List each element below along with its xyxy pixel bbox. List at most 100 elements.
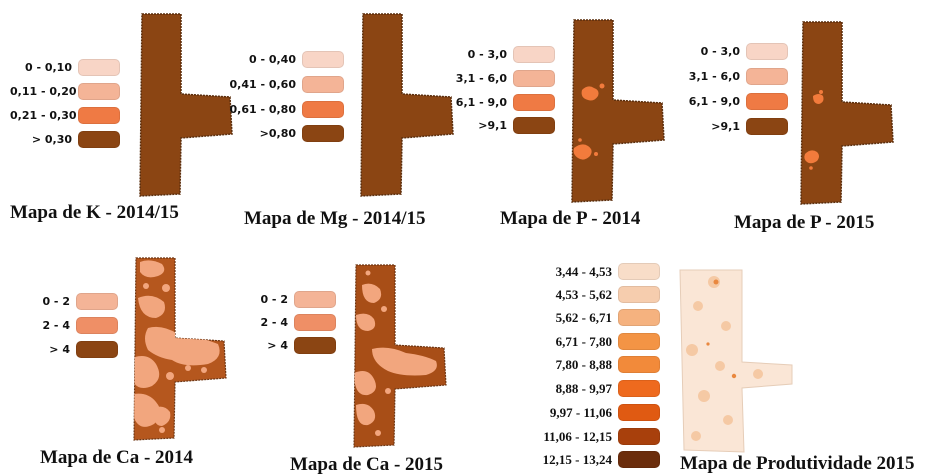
field-map bbox=[360, 13, 454, 197]
legend-item: 0 - 0,40 bbox=[228, 51, 344, 68]
legend-label: 0 - 0,10 bbox=[24, 61, 72, 74]
legend-swatch bbox=[618, 451, 660, 468]
map-caption: Mapa de Ca - 2015 bbox=[290, 454, 444, 475]
legend-swatch bbox=[513, 117, 555, 134]
legend-item: >0,80 bbox=[228, 125, 344, 142]
legend-label: 0,61 - 0,80 bbox=[229, 103, 296, 116]
legend-swatch bbox=[294, 314, 336, 331]
legend-swatch bbox=[294, 291, 336, 308]
legend-label: 7,80 - 8,88 bbox=[555, 356, 612, 372]
legend-label: 0 - 3,0 bbox=[700, 45, 740, 58]
map-caption: Mapa de Produtividade 2015 bbox=[680, 453, 915, 474]
legend-item: 0,41 - 0,60 bbox=[228, 76, 344, 93]
legend-item: 3,1 - 6,0 bbox=[452, 70, 555, 87]
map-caption: Mapa de K - 2014/15 bbox=[10, 202, 179, 223]
legend-swatch bbox=[618, 428, 660, 445]
field-map bbox=[571, 19, 665, 203]
legend-swatch bbox=[76, 293, 118, 310]
legend-swatch bbox=[302, 125, 344, 142]
legend-item: 4,53 - 5,62 bbox=[512, 286, 660, 303]
legend-item: 7,80 - 8,88 bbox=[512, 356, 660, 373]
legend-label: 0,21 - 0,30 bbox=[10, 109, 77, 122]
legend-swatch bbox=[618, 404, 660, 421]
legend-item: 6,1 - 9,0 bbox=[452, 94, 555, 111]
legend-item: 11,06 - 12,15 bbox=[512, 428, 660, 445]
legend-swatch bbox=[513, 94, 555, 111]
legend-label: >9,1 bbox=[478, 119, 507, 132]
legend-item: 12,15 - 13,24 bbox=[512, 451, 660, 468]
legend-item: >9,1 bbox=[685, 118, 788, 135]
legend-label: 0,41 - 0,60 bbox=[229, 78, 296, 91]
legend-swatch bbox=[78, 83, 120, 100]
legend-item: > 4 bbox=[238, 337, 336, 354]
legend-swatch bbox=[618, 309, 660, 326]
legend-swatch bbox=[78, 131, 120, 148]
legend-item: >9,1 bbox=[452, 117, 555, 134]
legend-item: 0 - 3,0 bbox=[452, 46, 555, 63]
legend-label: 5,62 - 6,71 bbox=[555, 309, 612, 325]
field-map bbox=[679, 269, 793, 453]
legend-item: > 4 bbox=[30, 341, 118, 358]
legend-label: 8,88 - 9,97 bbox=[555, 380, 612, 396]
legend-item: > 0,30 bbox=[10, 131, 120, 148]
legend-swatch bbox=[618, 356, 660, 373]
legend-item: 0 - 3,0 bbox=[685, 43, 788, 60]
legend-item: 2 - 4 bbox=[30, 317, 118, 334]
legend-swatch bbox=[618, 286, 660, 303]
legend-label: > 0,30 bbox=[31, 133, 72, 146]
legend-swatch bbox=[78, 107, 120, 124]
legend-swatch bbox=[746, 68, 788, 85]
legend-swatch bbox=[746, 93, 788, 110]
legend-swatch bbox=[302, 51, 344, 68]
legend-label: 11,06 - 12,15 bbox=[543, 428, 612, 444]
map-caption: Mapa de Ca - 2014 bbox=[40, 447, 194, 468]
field-map bbox=[133, 257, 227, 441]
legend-item: 6,71 - 7,80 bbox=[512, 333, 660, 350]
map-caption: Mapa de P - 2014 bbox=[500, 208, 641, 229]
legend-swatch bbox=[746, 43, 788, 60]
legend-item: 0 - 2 bbox=[238, 291, 336, 308]
field-map bbox=[353, 264, 447, 448]
legend-label: 0 - 3,0 bbox=[467, 48, 507, 61]
legend-item: 8,88 - 9,97 bbox=[512, 380, 660, 397]
legend-item: 6,1 - 9,0 bbox=[685, 93, 788, 110]
legend-item: 3,1 - 6,0 bbox=[685, 68, 788, 85]
legend-label: 2 - 4 bbox=[260, 316, 288, 329]
legend-swatch bbox=[746, 118, 788, 135]
map-caption: Mapa de P - 2015 bbox=[734, 212, 875, 233]
map-caption: Mapa de Mg - 2014/15 bbox=[244, 208, 426, 229]
legend-swatch bbox=[513, 70, 555, 87]
legend-label: 2 - 4 bbox=[42, 319, 70, 332]
legend-label: > 4 bbox=[49, 343, 70, 356]
legend-label: 0,11 - 0,20 bbox=[10, 85, 77, 98]
legend-label: 0 - 2 bbox=[42, 295, 70, 308]
legend-item: 0,11 - 0,20 bbox=[10, 83, 120, 100]
legend-label: 0 - 0,40 bbox=[248, 53, 296, 66]
legend-label: 3,1 - 6,0 bbox=[688, 70, 740, 83]
legend-label: 6,1 - 9,0 bbox=[455, 96, 507, 109]
legend-label: 3,1 - 6,0 bbox=[455, 72, 507, 85]
legend-label: 3,44 - 4,53 bbox=[555, 263, 612, 279]
legend-swatch bbox=[76, 341, 118, 358]
legend-item: 2 - 4 bbox=[238, 314, 336, 331]
legend-item: 0 - 0,10 bbox=[10, 59, 120, 76]
legend-label: 6,1 - 9,0 bbox=[688, 95, 740, 108]
legend-swatch bbox=[302, 76, 344, 93]
legend-item: 0,61 - 0,80 bbox=[228, 101, 344, 118]
legend-swatch bbox=[78, 59, 120, 76]
legend-swatch bbox=[294, 337, 336, 354]
legend-swatch bbox=[513, 46, 555, 63]
legend-label: 6,71 - 7,80 bbox=[555, 333, 612, 349]
legend-item: 3,44 - 4,53 bbox=[512, 263, 660, 280]
field-map bbox=[800, 21, 894, 205]
legend-label: >9,1 bbox=[711, 120, 740, 133]
legend-label: >0,80 bbox=[259, 127, 296, 140]
legend-swatch bbox=[302, 101, 344, 118]
legend-label: 4,53 - 5,62 bbox=[555, 286, 612, 302]
legend-label: 9,97 - 11,06 bbox=[549, 404, 612, 420]
legend-item: 5,62 - 6,71 bbox=[512, 309, 660, 326]
legend-label: 0 - 2 bbox=[260, 293, 288, 306]
legend-swatch bbox=[76, 317, 118, 334]
legend-label: 12,15 - 13,24 bbox=[542, 451, 612, 467]
legend-swatch bbox=[618, 263, 660, 280]
